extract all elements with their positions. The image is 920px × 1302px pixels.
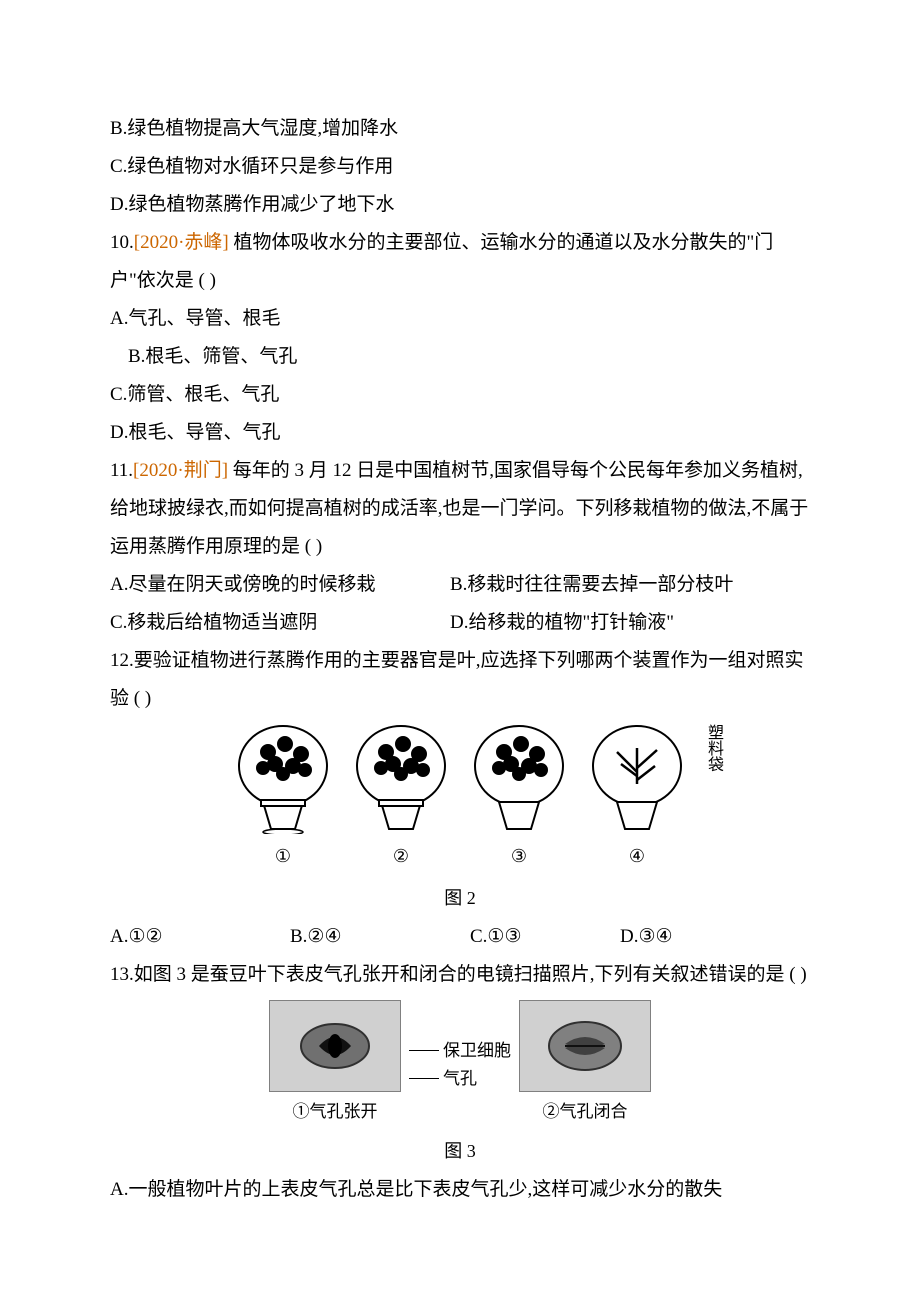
q12-plant-3: ③ (469, 724, 569, 874)
q13-figure: ①气孔张开 保卫细胞 气孔 ②气孔闭合 图 3 (110, 1000, 810, 1169)
q13-guard-cell-label: 保卫细胞 (409, 1037, 511, 1064)
q11-option-c: C.移栽后给植物适当遮阴 (110, 604, 450, 642)
plant-icon (587, 724, 687, 834)
q9-option-c: C.绿色植物对水循环只是参与作用 (110, 148, 810, 186)
arrow-icon (409, 1078, 439, 1079)
q12-option-b: B.②④ (290, 918, 470, 956)
q12-plant-1: ① (233, 724, 333, 874)
q12-figure: ① ② (110, 724, 810, 916)
q13-stoma-label: 气孔 (409, 1065, 511, 1092)
q12-stem: 12.要验证植物进行蒸腾作用的主要器官是叶,应选择下列哪两个装置作为一组对照实验… (110, 642, 810, 718)
q13-stem: 13.如图 3 是蚕豆叶下表皮气孔张开和闭合的电镜扫描照片,下列有关叙述错误的是… (110, 956, 810, 994)
q13-option-a: A.一般植物叶片的上表皮气孔总是比下表皮气孔少,这样可减少水分的散失 (110, 1171, 810, 1209)
q13-label-stack: 保卫细胞 气孔 (409, 1037, 511, 1091)
q11-option-a: A.尽量在阴天或傍晚的时候移栽 (110, 566, 450, 604)
arrow-icon (409, 1050, 439, 1051)
q9-option-d: D.绿色植物蒸腾作用减少了地下水 (110, 186, 810, 224)
q11-number: 11. (110, 460, 133, 481)
plant-icon (351, 724, 451, 834)
q13-photo-1 (269, 1000, 401, 1092)
q11-source: [2020·荆门] (133, 460, 228, 481)
q12-num-3: ③ (469, 838, 569, 874)
q10-option-b: B.根毛、筛管、气孔 (110, 338, 810, 376)
q10-option-c: C.筛管、根毛、气孔 (110, 376, 810, 414)
plant-icon (469, 724, 569, 834)
q12-option-a: A.①② (110, 918, 290, 956)
q11-option-d: D.给移栽的植物"打针输液" (450, 604, 810, 642)
q10-option-d: D.根毛、导管、气孔 (110, 414, 810, 452)
q13-photo-1-label: ①气孔张开 (293, 1095, 378, 1129)
q12-plant-4: ④ 塑料袋 (587, 724, 687, 874)
q12-num-4: ④ (587, 838, 687, 874)
q11-stem: 11.[2020·荆门] 每年的 3 月 12 日是中国植树节,国家倡导每个公民… (110, 452, 810, 566)
stomata-open-icon (275, 1006, 395, 1086)
q12-num-1: ① (233, 838, 333, 874)
q13-caption: 图 3 (110, 1133, 810, 1169)
q12-option-c: C.①③ (470, 918, 620, 956)
q10-option-a: A.气孔、导管、根毛 (110, 300, 810, 338)
q10-stem: 10.[2020·赤峰] 植物体吸收水分的主要部位、运输水分的通道以及水分散失的… (110, 224, 810, 300)
q10-source: [2020·赤峰] (134, 232, 229, 253)
q13-photo-1-group: ①气孔张开 (269, 1000, 401, 1129)
q9-option-b: B.绿色植物提高大气湿度,增加降水 (110, 110, 810, 148)
q12-caption: 图 2 (110, 880, 810, 916)
q12-num-2: ② (351, 838, 451, 874)
q12-option-d: D.③④ (620, 918, 740, 956)
q13-photo-2 (519, 1000, 651, 1092)
q13-photo-2-label: ②气孔闭合 (543, 1095, 628, 1129)
q10-number: 10. (110, 232, 134, 253)
plant-icon (233, 724, 333, 834)
q12-bag-label: 塑料袋 (704, 724, 723, 772)
q12-plant-2: ② (351, 724, 451, 874)
stomata-closed-icon (525, 1006, 645, 1086)
q13-photo-2-group: ②气孔闭合 (519, 1000, 651, 1129)
q11-option-b: B.移栽时往往需要去掉一部分枝叶 (450, 566, 810, 604)
